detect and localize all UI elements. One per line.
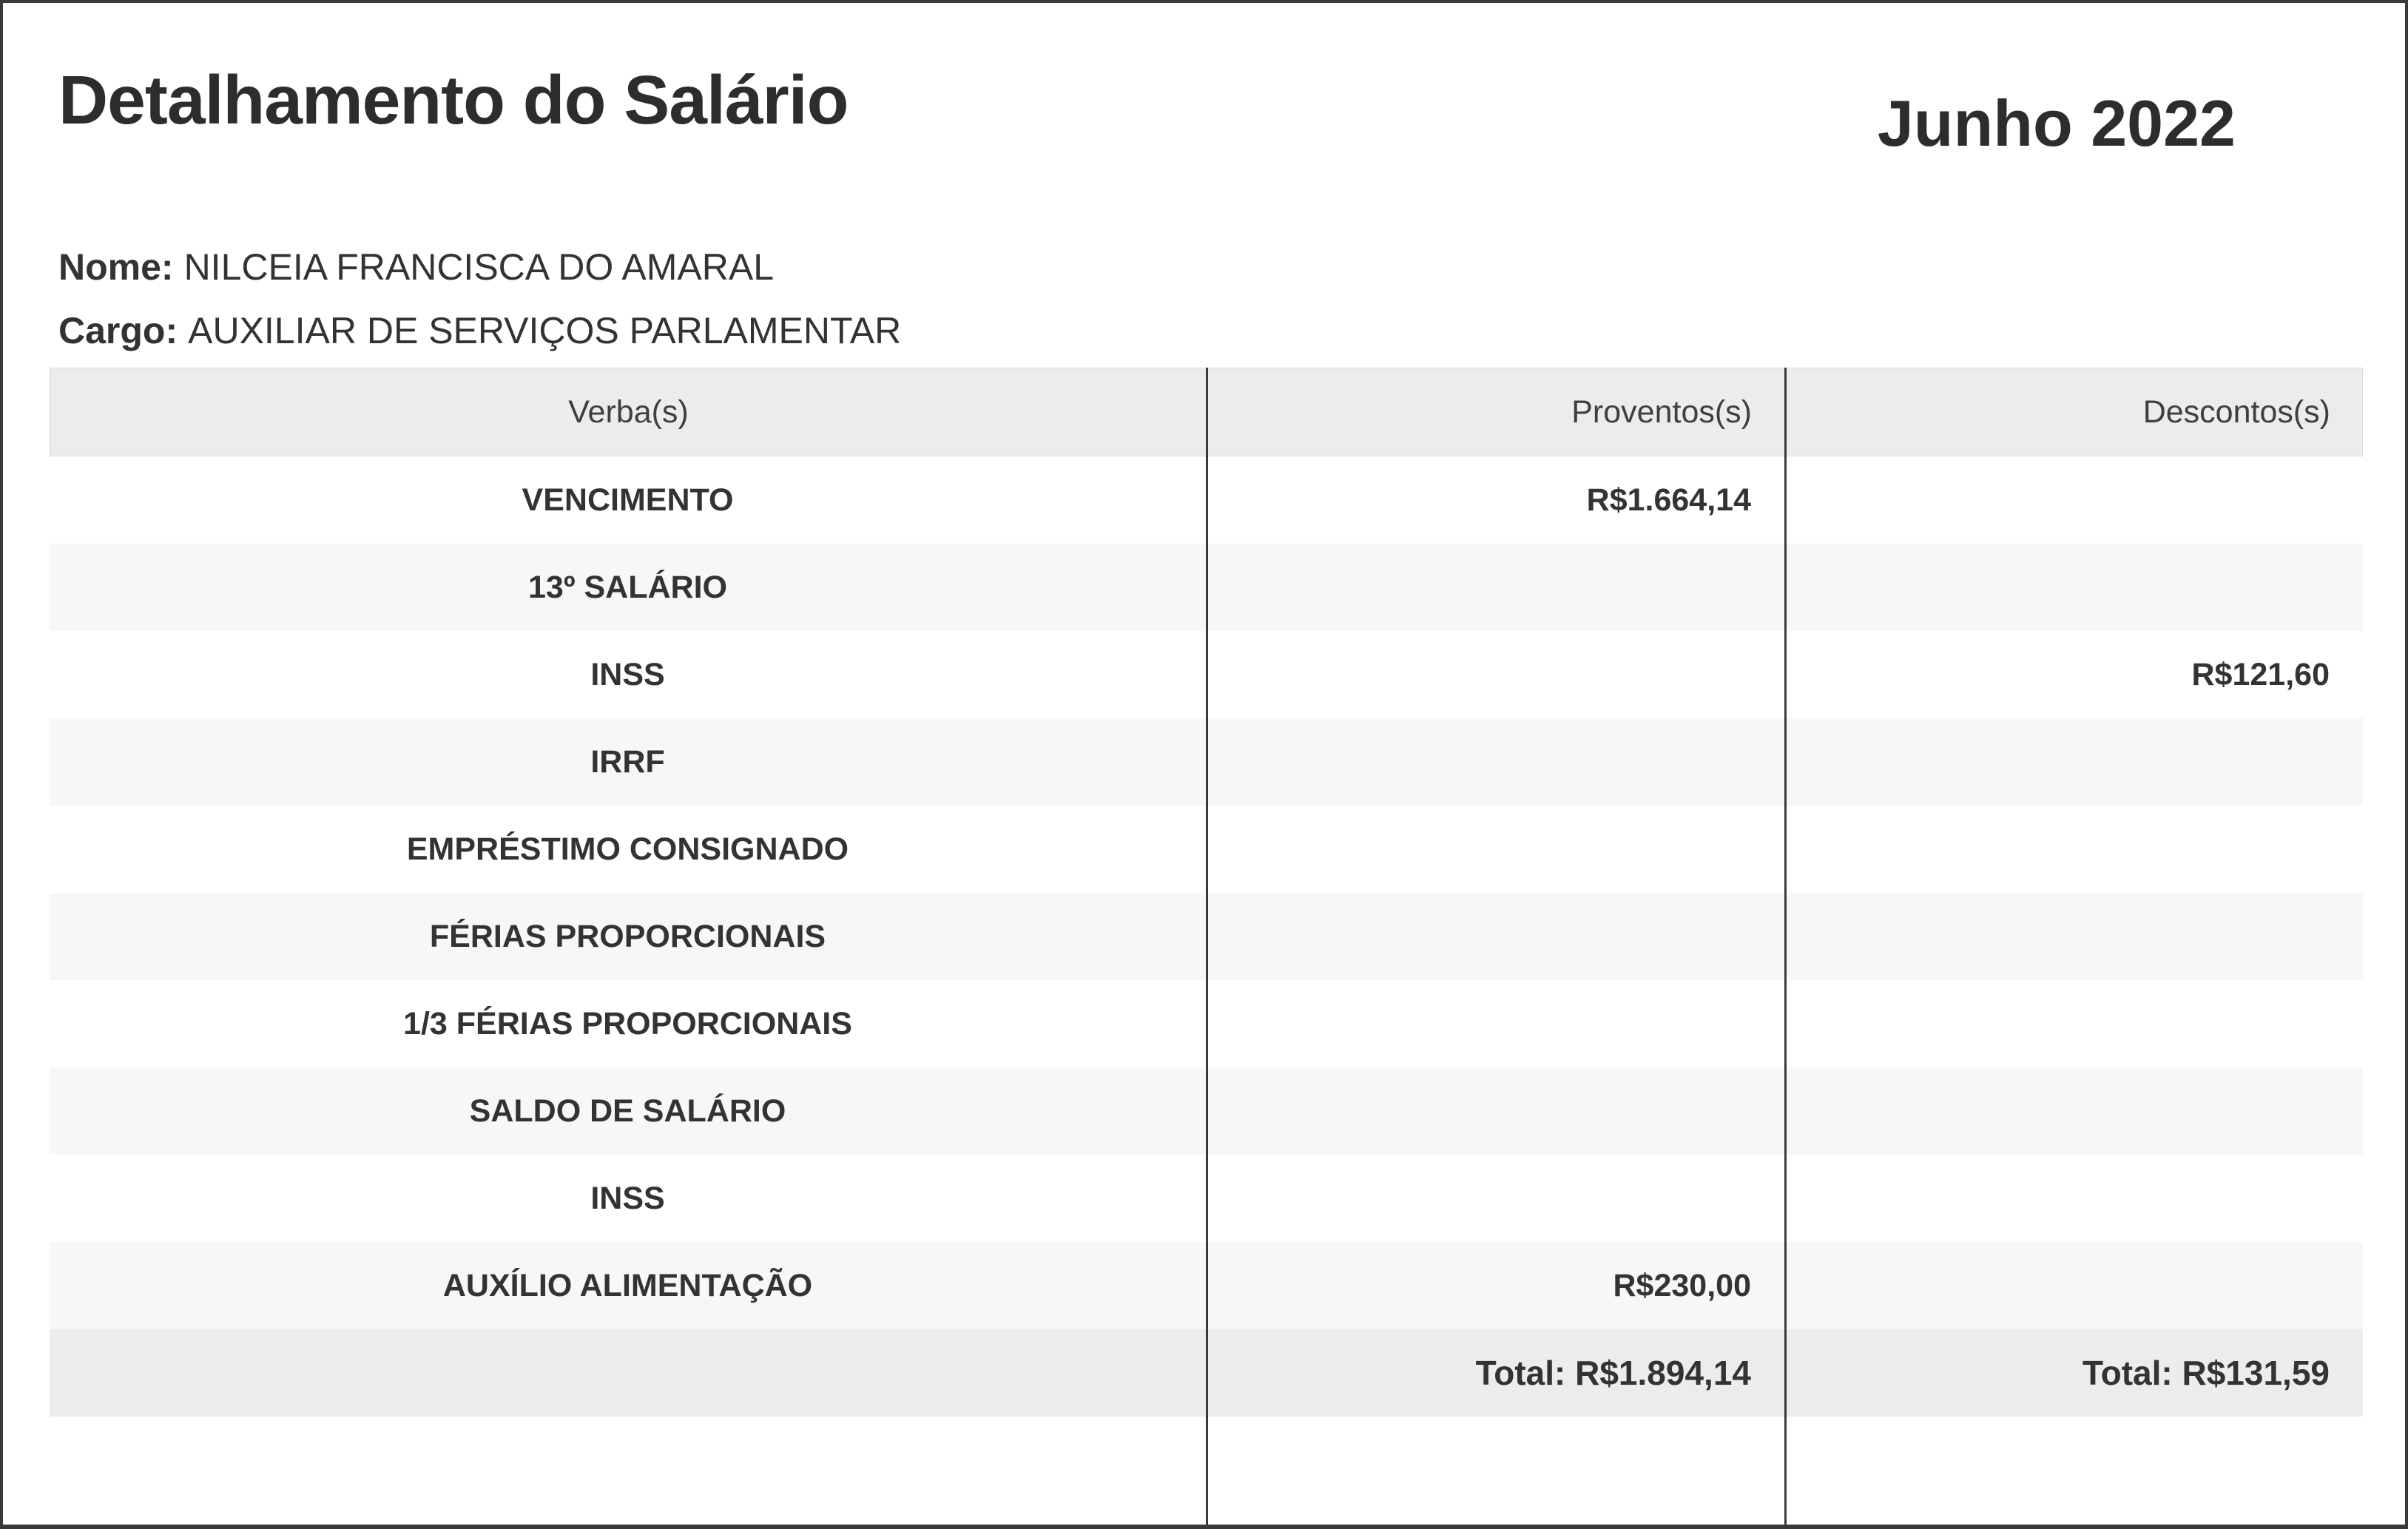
header-proventos: Proventos(s) xyxy=(1571,394,1752,430)
total-verba-cell xyxy=(50,1329,1206,1417)
header-verba: Verba(s) xyxy=(568,394,689,430)
column-divider-proventos-descontos xyxy=(1784,368,1787,1525)
cell-verba: SALDO DE SALÁRIO xyxy=(469,1093,786,1129)
cell-descontos: R$121,60 xyxy=(2191,656,2330,692)
cell-proventos xyxy=(1206,718,1784,806)
cell-proventos: R$1.664,14 xyxy=(1586,482,1751,518)
cell-proventos xyxy=(1206,806,1784,893)
cell-descontos xyxy=(1784,1242,2363,1329)
cell-descontos xyxy=(1784,1155,2363,1242)
cell-proventos xyxy=(1206,1067,1784,1155)
cell-descontos xyxy=(1784,456,2363,544)
cell-verba: FÉRIAS PROPORCIONAIS xyxy=(429,918,826,954)
employee-role-line: Cargo: AUXILIAR DE SERVIÇOS PARLAMENTAR xyxy=(58,311,901,351)
cell-proventos xyxy=(1206,980,1784,1067)
cell-descontos xyxy=(1784,1067,2363,1155)
cell-descontos xyxy=(1784,806,2363,893)
cell-proventos xyxy=(1206,544,1784,631)
total-proventos: Total: R$1.894,14 xyxy=(1475,1354,1751,1392)
cell-descontos xyxy=(1784,544,2363,631)
cell-proventos xyxy=(1206,1155,1784,1242)
cell-verba: 13º SALÁRIO xyxy=(528,569,727,605)
cell-descontos xyxy=(1784,718,2363,806)
employee-name-line: Nome: NILCEIA FRANCISCA DO AMARAL xyxy=(58,247,774,288)
cell-proventos xyxy=(1206,893,1784,980)
column-divider-verba-proventos xyxy=(1206,368,1208,1525)
cell-verba: EMPRÉSTIMO CONSIGNADO xyxy=(406,831,849,867)
header-descontos: Descontos(s) xyxy=(2142,394,2330,430)
cell-descontos xyxy=(1784,980,2363,1067)
cell-descontos xyxy=(1784,893,2363,980)
cell-proventos xyxy=(1206,631,1784,718)
page-title: Detalhamento do Salário xyxy=(58,61,849,138)
cell-verba: 1/3 FÉRIAS PROPORCIONAIS xyxy=(403,1005,852,1042)
total-descontos: Total: R$131,59 xyxy=(2082,1354,2330,1392)
role-label: Cargo: xyxy=(58,310,178,351)
name-label: Nome: xyxy=(58,246,174,288)
cell-proventos: R$230,00 xyxy=(1613,1267,1752,1303)
period-label: Junho 2022 xyxy=(1877,87,2236,160)
role-value: AUXILIAR DE SERVIÇOS PARLAMENTAR xyxy=(188,310,902,351)
cell-verba: AUXÍLIO ALIMENTAÇÃO xyxy=(442,1267,813,1303)
cell-verba: VENCIMENTO xyxy=(522,482,734,518)
cell-verba: INSS xyxy=(590,1180,665,1216)
name-value: NILCEIA FRANCISCA DO AMARAL xyxy=(183,246,775,288)
cell-verba: IRRF xyxy=(590,743,665,780)
cell-verba: INSS xyxy=(590,656,665,692)
